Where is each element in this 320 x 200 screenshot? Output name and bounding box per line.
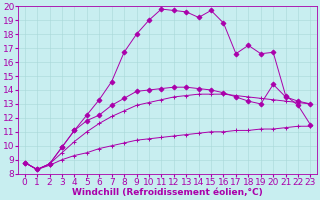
X-axis label: Windchill (Refroidissement éolien,°C): Windchill (Refroidissement éolien,°C) [72,188,263,197]
